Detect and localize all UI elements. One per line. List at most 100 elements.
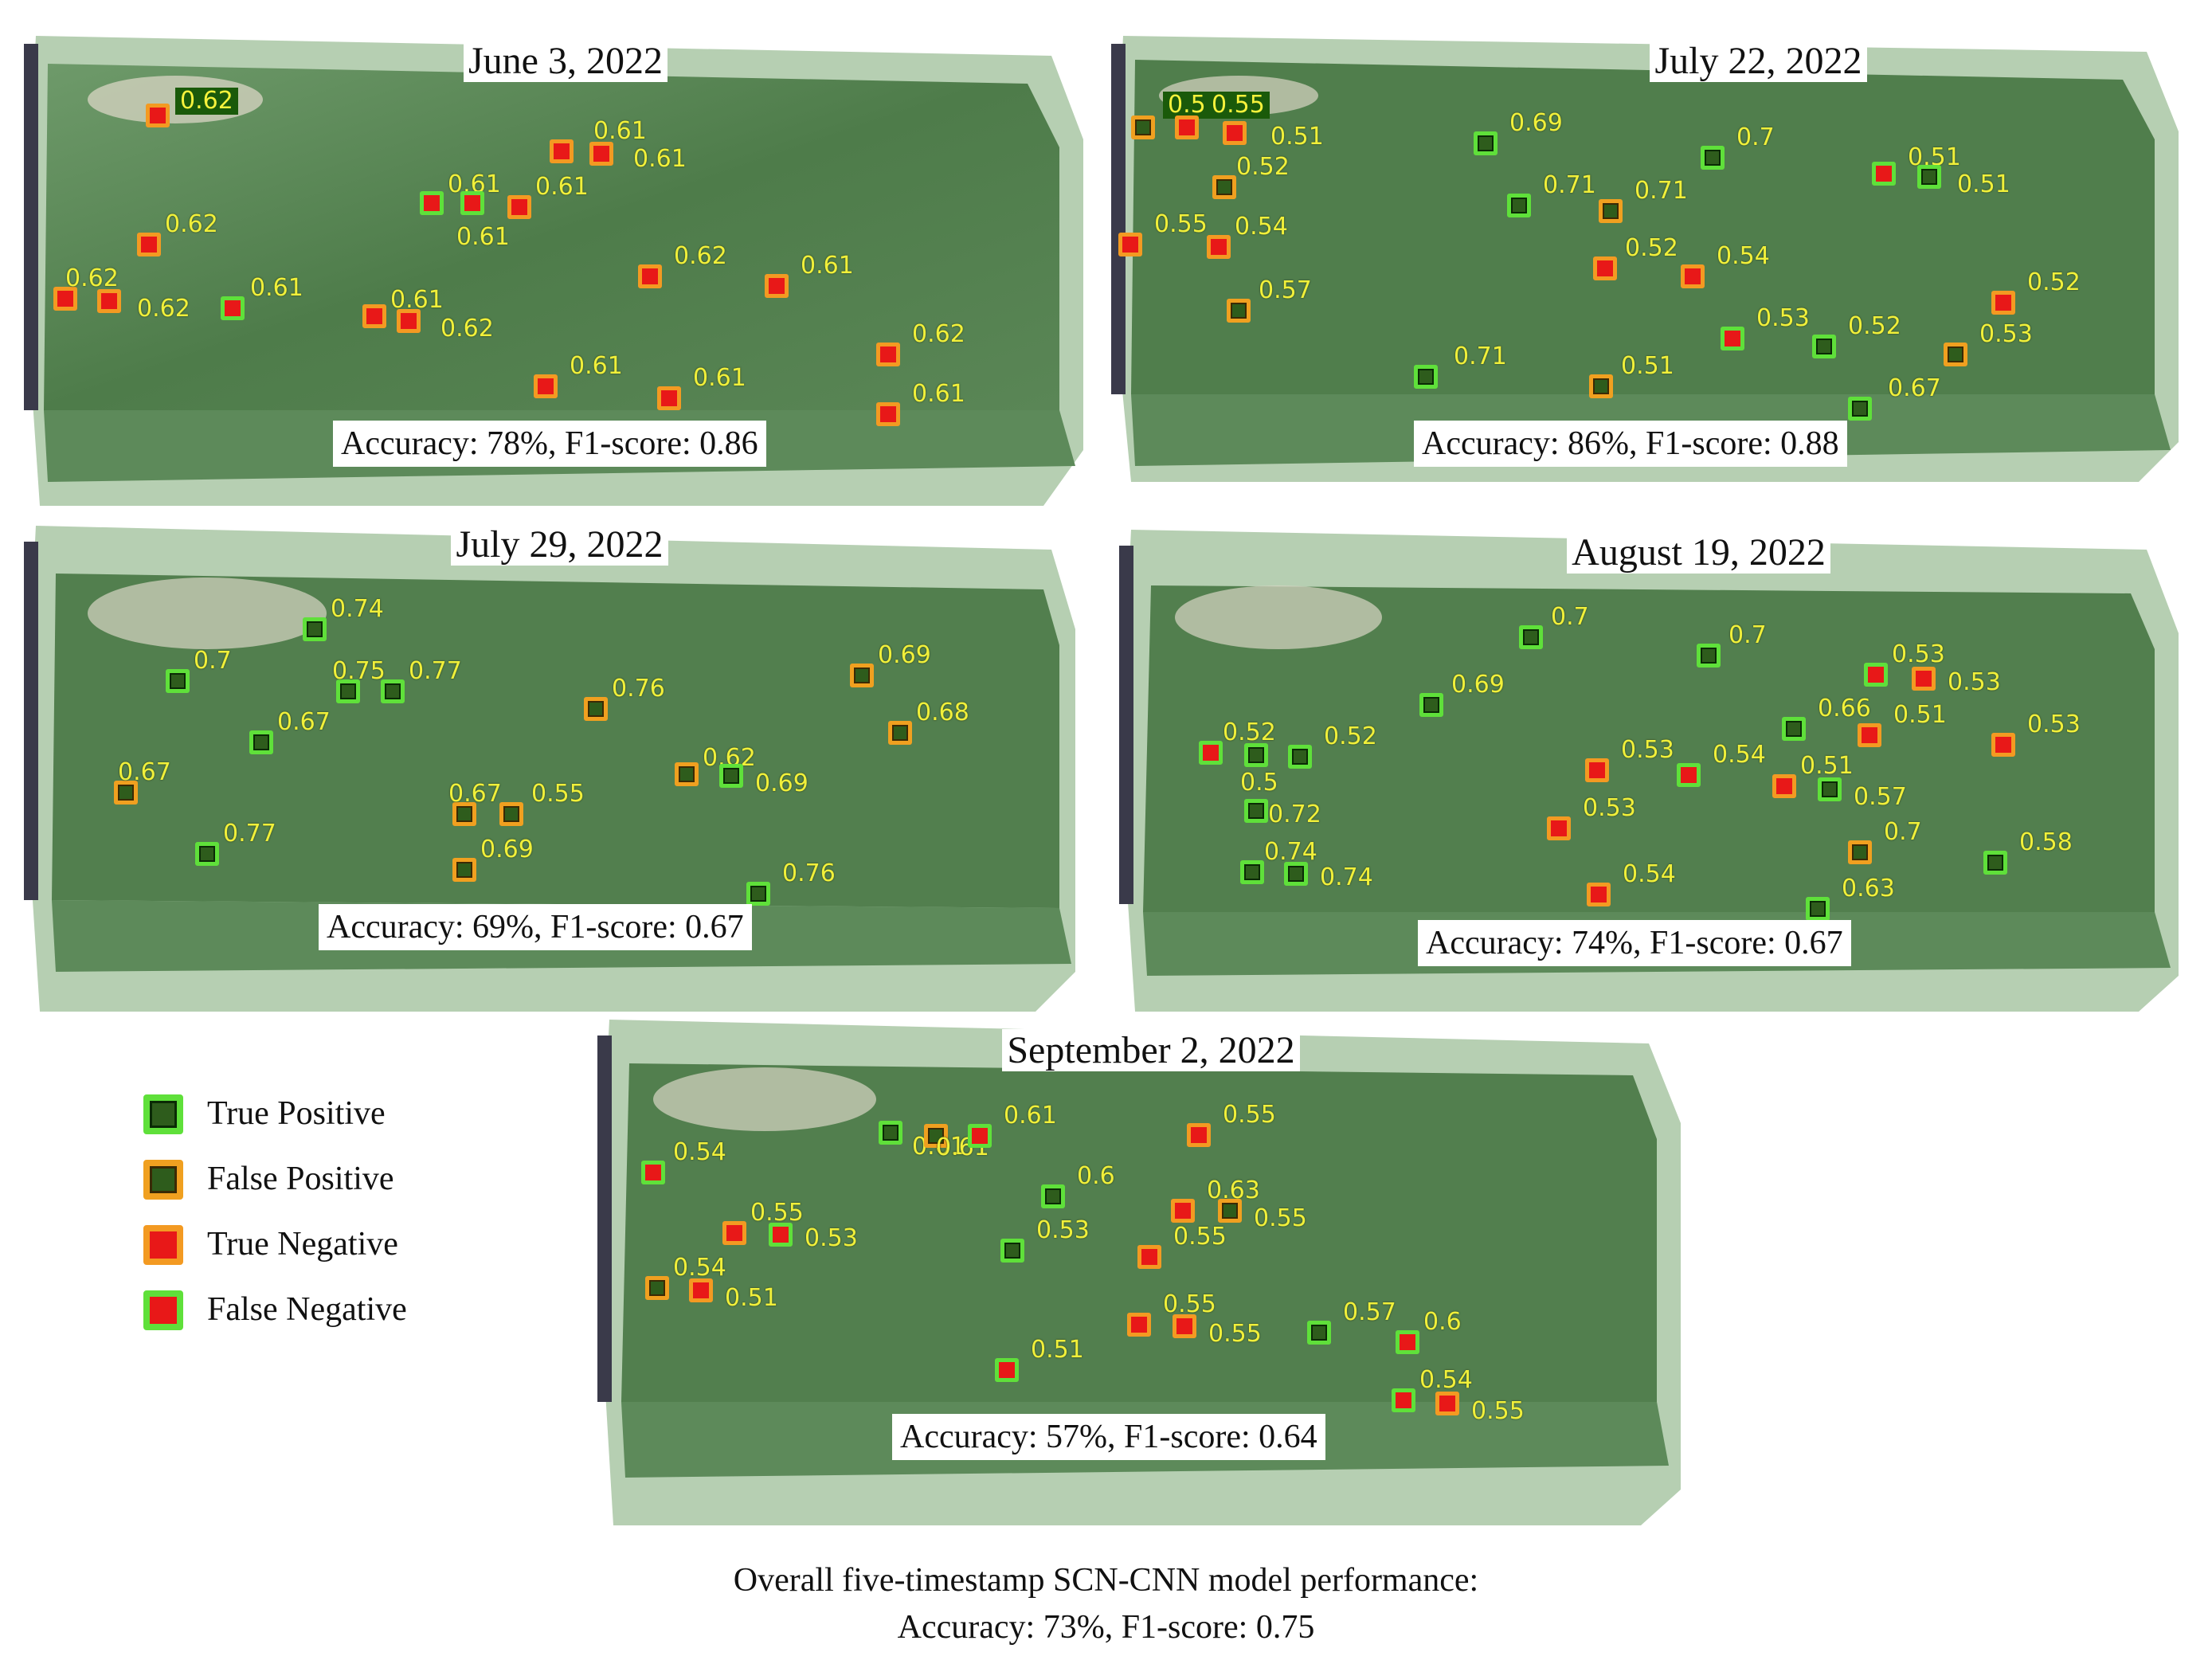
marker-label: 0.61 <box>250 274 303 302</box>
marker-tp-icon <box>381 679 405 703</box>
marker-label: 0.61 <box>593 117 647 145</box>
marker-fp-icon <box>1227 299 1251 323</box>
panel-july-29: July 29, 2022 Accuracy: 69%, F1-score: 0… <box>24 523 1095 1012</box>
marker-label: 0.77 <box>223 820 276 848</box>
marker-fp-icon <box>1589 374 1613 398</box>
legend-item-true-positive: True Positive <box>143 1091 478 1134</box>
marker-label: 0.55 <box>1207 92 1270 119</box>
legend-label: False Negative <box>207 1291 407 1328</box>
marker-label: 0.69 <box>480 836 534 863</box>
marker-label: 0.52 <box>1236 153 1290 181</box>
marker-fp-icon <box>850 664 874 687</box>
marker-tn-icon <box>722 1221 746 1245</box>
panel-september-2: September 2, 2022 0.61 Accuracy: 57%, F1… <box>597 1020 1705 1525</box>
marker-tn-icon <box>765 274 789 298</box>
marker-fn-icon <box>1677 763 1701 787</box>
marker-label: 0.61 <box>693 364 746 392</box>
marker-tn-icon <box>638 264 662 288</box>
marker-tn-icon <box>1223 121 1247 145</box>
marker-label: 0.69 <box>755 769 808 797</box>
field-image <box>1119 530 2179 1012</box>
marker-label: 0.67 <box>1888 374 1941 402</box>
marker-fp-icon <box>888 721 912 745</box>
panel-title: July 29, 2022 <box>24 523 1095 566</box>
marker-tn-icon <box>534 374 558 398</box>
marker-tn-icon <box>589 142 613 166</box>
marker-label: 0.53 <box>1979 320 2033 348</box>
marker-tp-icon <box>879 1121 902 1145</box>
marker-tp-icon <box>1812 335 1836 358</box>
marker-tn-icon <box>876 343 900 366</box>
marker-label: 0.55 <box>1471 1397 1525 1425</box>
marker-fp-icon <box>114 781 138 805</box>
marker-label: 0.67 <box>118 758 171 786</box>
marker-tn-icon <box>1127 1313 1151 1337</box>
marker-tn-icon <box>1585 758 1609 782</box>
marker-tn-icon <box>53 287 77 311</box>
marker-fn-icon <box>221 296 245 320</box>
marker-tn-icon <box>1175 115 1199 139</box>
marker-tp-icon <box>746 882 770 906</box>
marker-label: 0.74 <box>331 595 384 623</box>
marker-label: 0.51 <box>1893 701 1947 729</box>
marker-label: 0.61 <box>570 352 623 380</box>
marker-fn-icon <box>1199 741 1223 765</box>
marker-label: 0.53 <box>2027 711 2081 738</box>
marker-tn-icon <box>1207 235 1231 259</box>
marker-fp-icon <box>1212 175 1236 199</box>
marker-fn-icon <box>995 1358 1019 1382</box>
marker-fp-icon <box>452 858 476 882</box>
marker-tn-icon <box>1173 1314 1196 1338</box>
marker-label: 0.7 <box>194 647 232 675</box>
marker-tn-icon <box>362 304 386 328</box>
marker-tn-icon <box>1858 723 1881 747</box>
field-image <box>24 526 1075 1012</box>
false-positive-swatch-icon <box>143 1160 183 1200</box>
marker-label: 0.53 <box>1036 1216 1090 1244</box>
marker-tn-icon <box>97 289 121 313</box>
marker-label: 0.61 <box>535 173 589 201</box>
marker-label: 0.53 <box>805 1224 858 1252</box>
marker-fp-icon <box>1848 840 1872 864</box>
panel-august-19: August 19, 2022 Accuracy: 74%, F1-score:… <box>1119 530 2206 1012</box>
marker-label: 0.53 <box>1583 794 1636 822</box>
marker-label: 0.7 <box>1736 123 1775 151</box>
marker-fp-icon <box>1131 115 1155 139</box>
marker-label: 0.51 <box>1031 1336 1084 1364</box>
marker-fn-icon <box>1396 1330 1419 1354</box>
marker-label: 0.61 <box>390 286 444 314</box>
marker-fp-icon <box>452 802 476 826</box>
marker-tn-icon <box>1187 1123 1211 1147</box>
marker-fp-icon <box>675 762 699 786</box>
marker-tp-icon <box>1414 365 1438 389</box>
marker-label: 0.55 <box>531 780 585 808</box>
panel-june-3: June 3, 2022 Accuracy: 78%, F1-score: 0.… <box>24 36 1107 506</box>
legend-item-false-negative: False Negative <box>143 1287 478 1330</box>
marker-label: 0.52 <box>1223 718 1276 746</box>
marker-label: 0.57 <box>1854 783 1907 811</box>
marker-label: 0.58 <box>2019 828 2073 856</box>
marker-label: 0.51 <box>1957 170 2010 198</box>
marker-label: 0.68 <box>916 699 969 726</box>
marker-tn-icon <box>507 195 531 219</box>
marker-label: 0.53 <box>1621 736 1674 764</box>
panel-title: June 3, 2022 <box>24 40 1107 82</box>
marker-label: 0.76 <box>612 675 665 703</box>
marker-tn-icon <box>657 386 681 410</box>
marker-tn-icon <box>1772 774 1796 798</box>
marker-label: 0.63 <box>1207 1176 1260 1204</box>
marker-label: 0.54 <box>1235 213 1288 241</box>
legend-label: True Positive <box>207 1095 386 1132</box>
marker-tp-icon <box>1818 777 1842 801</box>
marker-label: 0.55 <box>1163 1290 1216 1318</box>
marker-tn-icon <box>146 104 170 127</box>
marker-fp-icon <box>1944 343 1967 366</box>
marker-fp-icon <box>645 1276 669 1300</box>
accuracy-label: Accuracy: 69%, F1-score: 0.67 <box>319 904 752 951</box>
marker-label: 0.71 <box>1454 343 1507 370</box>
marker-tp-icon <box>1240 860 1264 884</box>
marker-label: 0.76 <box>782 859 836 887</box>
marker-tp-icon <box>1782 717 1806 741</box>
marker-label: 0.77 <box>409 657 462 685</box>
marker-tp-icon <box>166 669 190 693</box>
